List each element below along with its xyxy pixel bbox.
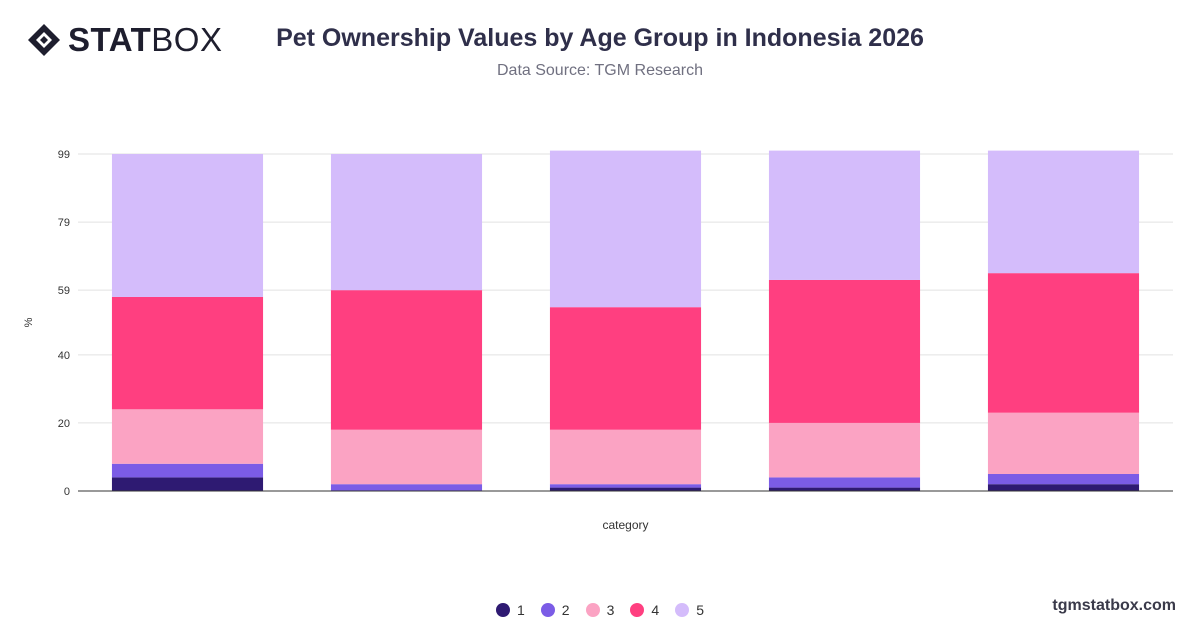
- bar-segment: [987, 150, 1140, 274]
- legend-item[interactable]: 5: [675, 602, 704, 618]
- legend-item[interactable]: 3: [585, 602, 615, 618]
- bar-segment: [549, 429, 702, 485]
- bar-segment: [987, 473, 1140, 485]
- legend-swatch: [540, 603, 555, 617]
- bar-segment: [330, 429, 483, 485]
- y-tick-label: 79: [58, 217, 70, 229]
- bar-segment: [987, 273, 1140, 413]
- bar-segment: [111, 154, 264, 297]
- bar-segment: [987, 484, 1140, 491]
- bar-segment: [111, 409, 264, 464]
- legend-item[interactable]: 1: [496, 602, 525, 618]
- y-tick-label: 59: [58, 285, 70, 297]
- y-tick-label: 99: [58, 149, 70, 161]
- bar-segment: [768, 279, 921, 423]
- bar-segment: [111, 463, 264, 478]
- y-axis-label: %: [23, 317, 35, 327]
- bar-segment: [330, 484, 483, 491]
- chart-legend: 1 2 3 4 5: [0, 602, 1200, 618]
- legend-label: 4: [651, 602, 660, 618]
- bar-segment: [768, 487, 921, 491]
- bar-segment: [549, 307, 702, 430]
- legend-item[interactable]: 2: [540, 602, 570, 618]
- chart-subtitle: Data Source: TGM Research: [496, 62, 703, 79]
- bar-segment: [768, 422, 921, 478]
- y-tick-label: 40: [58, 350, 70, 362]
- logo-text-bold: STAT: [68, 21, 152, 58]
- legend-item[interactable]: 4: [630, 602, 659, 618]
- logo-text: STATBOX: [68, 22, 222, 58]
- y-tick-label: 20: [58, 418, 70, 430]
- legend-label: 3: [606, 602, 615, 618]
- bar-segment: [330, 154, 483, 291]
- legend-label: 1: [517, 602, 525, 618]
- bar-segment: [768, 150, 921, 280]
- logo-text-light: BOX: [151, 21, 223, 58]
- bar-segment: [111, 296, 264, 410]
- legend-swatch: [585, 603, 600, 617]
- legend-label: 2: [561, 602, 570, 618]
- diamond-logo-icon: [28, 24, 60, 56]
- bar-segment: [111, 477, 264, 491]
- legend-swatch: [496, 603, 510, 617]
- legend-label: 5: [696, 602, 704, 618]
- y-tick-label: 0: [64, 486, 70, 498]
- legend-swatch: [630, 603, 645, 617]
- bar-segment: [549, 487, 702, 491]
- bar-segment: [987, 412, 1140, 474]
- chart-title: Pet Ownership Values by Age Group in Ind…: [276, 24, 924, 52]
- legend-swatch: [675, 603, 690, 617]
- statbox-logo: STATBOX: [26, 22, 222, 58]
- footer-url[interactable]: tgmstatbox.com: [1052, 597, 1176, 614]
- bar-segment: [768, 477, 921, 488]
- bar-segment: [330, 290, 483, 430]
- bar-segment: [549, 484, 702, 488]
- bar-segment: [549, 150, 702, 308]
- x-axis-label: category: [602, 518, 648, 532]
